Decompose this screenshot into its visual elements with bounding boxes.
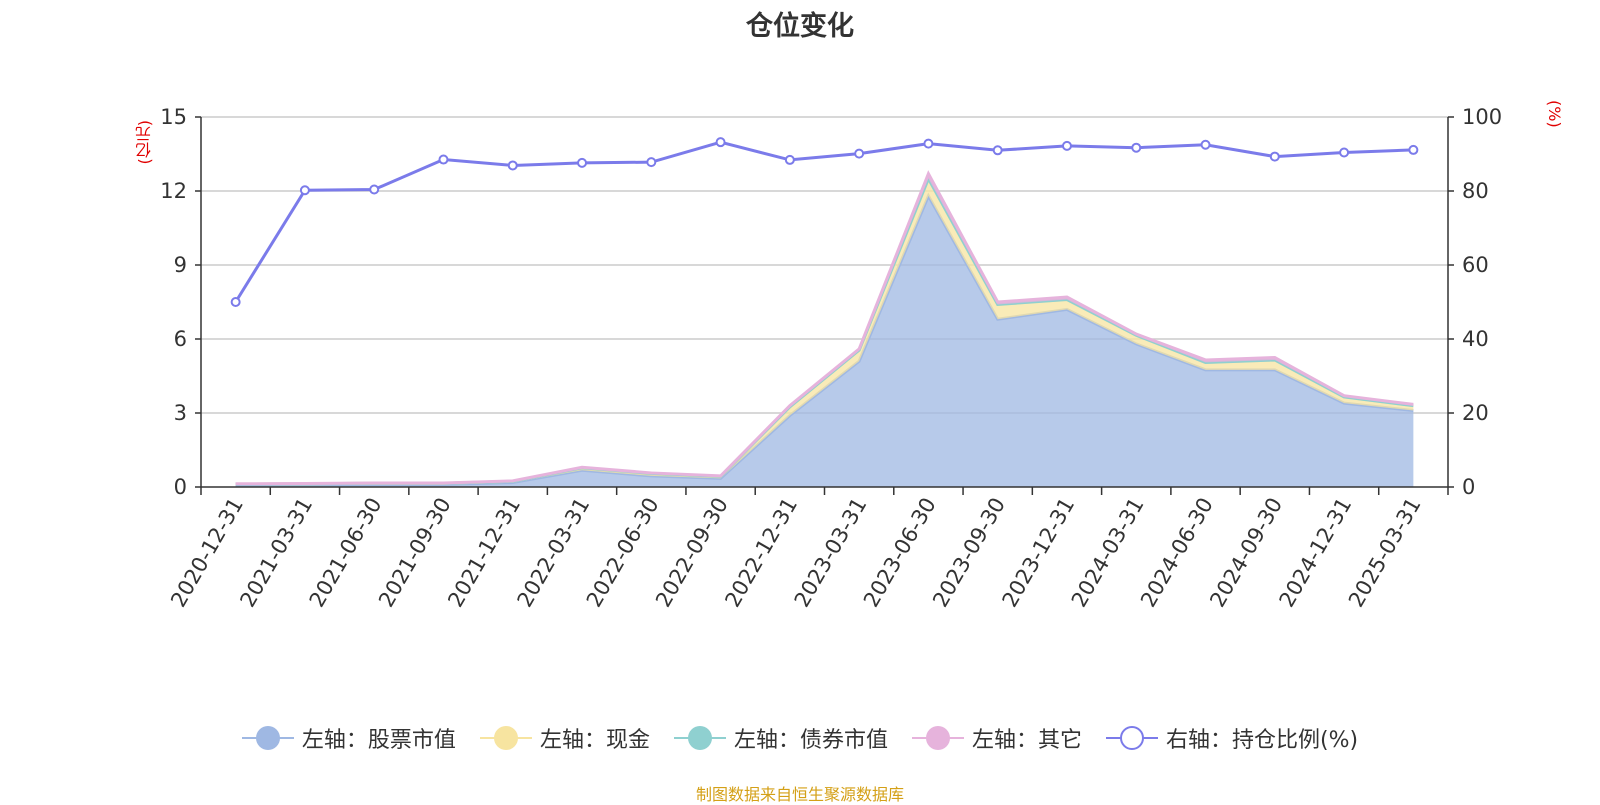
right-tick-label: 40	[1462, 327, 1489, 351]
ratio-point	[1269, 151, 1280, 162]
x-tick-label: 2022-03-31	[513, 494, 595, 612]
ratio-point	[369, 184, 380, 195]
right-tick-label: 20	[1462, 401, 1489, 425]
left-tick-label: 0	[174, 475, 187, 499]
right-axis-unit: (%)	[1545, 100, 1564, 128]
ratio-point	[784, 154, 795, 165]
legend-label: 右轴：持仓比例(%)	[1165, 728, 1359, 753]
x-tick-label: 2024-09-30	[1205, 494, 1287, 612]
legend-label: 左轴：其它	[971, 728, 1082, 753]
right-tick-label: 0	[1462, 475, 1475, 499]
left-tick-label: 3	[174, 401, 187, 425]
legend-bond-icon	[673, 725, 726, 751]
x-tick-label: 2020-12-31	[166, 494, 248, 612]
x-tick-label: 2024-06-30	[1136, 494, 1218, 612]
legend-item-cash[interactable]: 左轴：现金	[479, 722, 650, 754]
x-tick-label: 2022-06-30	[582, 494, 664, 612]
ratio-point	[299, 185, 310, 196]
x-tick-label: 2022-12-31	[720, 494, 802, 612]
legend-item-other[interactable]: 左轴：其它	[911, 722, 1082, 754]
ratio-point	[1131, 142, 1142, 153]
x-tick-label: 2025-03-31	[1344, 494, 1426, 612]
ratio-point	[1200, 139, 1211, 150]
chart-title: 仓位变化	[746, 11, 854, 42]
x-tick-label: 2023-12-31	[997, 494, 1079, 612]
ratio-point	[507, 160, 518, 171]
legend-cash-icon	[479, 725, 532, 751]
ratio-point	[992, 145, 1003, 156]
ratio-point	[1061, 140, 1072, 151]
left-tick-label: 9	[174, 253, 187, 277]
x-tick-label: 2024-03-31	[1067, 494, 1149, 612]
ratio-point	[646, 157, 657, 168]
left-tick-label: 15	[160, 105, 187, 129]
x-tick-label: 2021-03-31	[235, 494, 317, 612]
ratio-point	[715, 137, 726, 148]
x-tick-label: 2022-09-30	[651, 494, 733, 612]
legend: 左轴：股票市值 左轴：现金 左轴：债券市值 左轴：其它 右轴：持仓比例(%)	[0, 722, 1600, 754]
right-tick-label: 60	[1462, 253, 1489, 277]
legend-label: 左轴：股票市值	[301, 728, 456, 753]
legend-item-ratio[interactable]: 右轴：持仓比例(%)	[1105, 722, 1359, 754]
left-tick-label: 12	[160, 179, 187, 203]
x-tick-label: 2023-09-30	[928, 494, 1010, 612]
ratio-point	[438, 154, 449, 165]
x-tick-label: 2024-12-31	[1275, 494, 1357, 612]
x-tick-label: 2021-09-30	[374, 494, 456, 612]
legend-label: 左轴：现金	[539, 728, 650, 753]
ratio-point	[230, 297, 241, 307]
ratio-line	[234, 140, 1414, 303]
ratio-point	[1339, 147, 1350, 158]
x-tick-label: 2021-06-30	[305, 494, 387, 612]
legend-label: 左轴：债券市值	[733, 728, 888, 753]
legend-item-bond[interactable]: 左轴：债券市值	[673, 722, 888, 754]
legend-item-stock[interactable]: 左轴：股票市值	[241, 722, 456, 754]
ratio-point	[577, 157, 588, 168]
area-line-3	[235, 170, 1414, 486]
right-tick-label: 100	[1462, 105, 1502, 129]
left-tick-label: 6	[174, 327, 187, 351]
legend-other-icon	[911, 725, 964, 751]
x-tick-label: 2021-12-31	[443, 494, 525, 612]
legend-stock-icon	[241, 725, 294, 751]
legend-ratio-icon	[1105, 725, 1158, 751]
ratio-point	[854, 148, 865, 159]
ratio-point	[1408, 144, 1419, 155]
x-tick-label: 2023-06-30	[859, 494, 941, 612]
right-tick-label: 80	[1462, 179, 1489, 203]
data-source: 制图数据来自恒生聚源数据库	[695, 785, 904, 804]
ratio-point	[923, 138, 934, 149]
x-tick-label: 2023-03-31	[790, 494, 872, 612]
area-series-0	[235, 195, 1414, 487]
